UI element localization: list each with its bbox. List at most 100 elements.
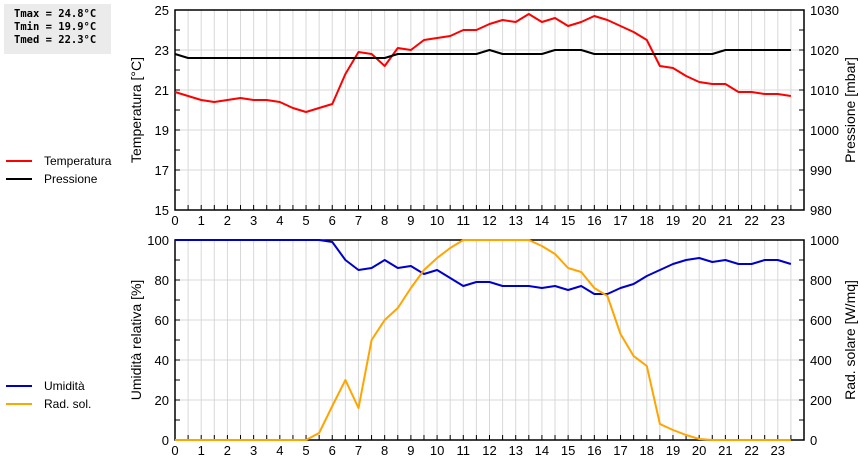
x-tick-label: 7 — [355, 213, 362, 228]
x-tick-label: 3 — [250, 213, 257, 228]
x-tick-label: 10 — [430, 213, 444, 228]
x-tick-label: 19 — [666, 213, 680, 228]
x-tick-label: 22 — [744, 443, 758, 458]
legend-item-radsol: Rad. sol. — [6, 395, 91, 413]
x-tick-label: 5 — [302, 213, 309, 228]
series-temperatura — [174, 13, 792, 113]
y2-tick-label: 200 — [810, 393, 832, 408]
x-tick-label: 11 — [457, 443, 471, 458]
x-tick-label: 17 — [613, 213, 627, 228]
temperature-stats-box: Tmax = 24.8°C Tmin = 19.9°C Tmed = 22.3°… — [4, 4, 111, 54]
y2-tick-label: 1000 — [810, 123, 839, 138]
y2-tick-label: 1000 — [810, 233, 839, 248]
tmed-stat: Tmed = 22.3°C — [14, 34, 97, 46]
y-tick-label: 23 — [155, 43, 169, 58]
legend-label: Rad. sol. — [44, 397, 92, 411]
x-tick-label: 14 — [535, 213, 549, 228]
umidita-swatch — [6, 385, 32, 387]
x-tick-label: 9 — [407, 443, 414, 458]
tmax-stat: Tmax = 24.8°C — [14, 8, 97, 20]
legend-item-pressione: Pressione — [6, 170, 111, 188]
y2-tick-label: 1010 — [810, 83, 839, 98]
x-tick-label: 18 — [640, 213, 654, 228]
y-tick-label: 60 — [155, 313, 169, 328]
x-tick-label: 11 — [457, 213, 471, 228]
x-tick-label: 1 — [198, 213, 205, 228]
x-tick-label: 18 — [640, 443, 654, 458]
x-tick-label: 8 — [381, 213, 388, 228]
x-tick-label: 17 — [613, 443, 627, 458]
x-tick-label: 13 — [508, 443, 522, 458]
radsol-swatch — [6, 403, 32, 405]
x-tick-label: 23 — [771, 213, 785, 228]
x-tick-label: 2 — [224, 213, 231, 228]
tmin-stat: Tmin = 19.9°C — [14, 21, 97, 33]
y2-axis-title: Rad. solare [W/mq] — [842, 280, 858, 400]
series-pressione — [174, 49, 791, 59]
legend-item-umidita: Umidità — [6, 377, 91, 395]
x-tick-label: 23 — [771, 443, 785, 458]
x-tick-label: 2 — [224, 443, 231, 458]
y-tick-label: 15 — [155, 203, 169, 218]
x-tick-label: 6 — [329, 443, 336, 458]
y-axis-title: Temperatura [°C] — [128, 57, 144, 163]
legend-top-chart: Temperatura Pressione — [6, 152, 111, 188]
x-tick-label: 0 — [171, 443, 178, 458]
y-tick-label: 40 — [155, 353, 169, 368]
x-tick-label: 1 — [198, 443, 205, 458]
y2-tick-label: 1030 — [810, 3, 839, 18]
x-tick-label: 0 — [171, 213, 178, 228]
series-rad-sol — [175, 239, 791, 441]
x-tick-label: 10 — [430, 443, 444, 458]
y2-tick-label: 600 — [810, 313, 832, 328]
x-tick-label: 12 — [482, 213, 496, 228]
y-tick-label: 21 — [155, 83, 169, 98]
y2-tick-label: 1020 — [810, 43, 839, 58]
y-tick-label: 20 — [155, 393, 169, 408]
x-tick-label: 22 — [744, 213, 758, 228]
y2-tick-label: 400 — [810, 353, 832, 368]
x-tick-label: 15 — [561, 213, 575, 228]
x-tick-label: 21 — [718, 213, 732, 228]
x-tick-label: 6 — [329, 213, 336, 228]
y-tick-label: 17 — [155, 163, 169, 178]
series-umidit — [175, 239, 792, 295]
legend-item-temperatura: Temperatura — [6, 152, 111, 170]
x-tick-label: 16 — [587, 213, 601, 228]
legend-label: Pressione — [44, 172, 98, 186]
legend-label: Umidità — [44, 379, 85, 393]
x-tick-label: 16 — [587, 443, 601, 458]
y-tick-label: 19 — [155, 123, 169, 138]
x-tick-label: 4 — [276, 443, 283, 458]
x-tick-label: 13 — [508, 213, 522, 228]
y2-tick-label: 800 — [810, 273, 832, 288]
pressione-swatch — [6, 178, 32, 180]
x-tick-label: 4 — [276, 213, 283, 228]
legend-label: Temperatura — [44, 154, 112, 168]
x-tick-label: 21 — [718, 443, 732, 458]
x-tick-label: 3 — [250, 443, 257, 458]
x-tick-label: 7 — [355, 443, 362, 458]
x-tick-label: 5 — [302, 443, 309, 458]
y2-axis-title: Pressione [mbar] — [842, 57, 858, 163]
x-tick-label: 19 — [666, 443, 680, 458]
x-tick-label: 20 — [692, 443, 706, 458]
x-tick-label: 8 — [381, 443, 388, 458]
legend-bottom-chart: Umidità Rad. sol. — [6, 377, 91, 413]
y-tick-label: 80 — [155, 273, 169, 288]
y-axis-title: Umidità relativa [%] — [128, 280, 144, 401]
x-tick-label: 15 — [561, 443, 575, 458]
x-tick-label: 9 — [407, 213, 414, 228]
y2-tick-label: 990 — [810, 163, 832, 178]
x-tick-label: 12 — [482, 443, 496, 458]
y-tick-label: 25 — [155, 3, 169, 18]
y-tick-label: 100 — [147, 233, 169, 248]
x-tick-label: 14 — [535, 443, 549, 458]
temperatura-swatch — [6, 160, 32, 162]
y-tick-label: 0 — [162, 433, 169, 448]
y2-tick-label: 980 — [810, 203, 832, 218]
y2-tick-label: 0 — [810, 433, 817, 448]
